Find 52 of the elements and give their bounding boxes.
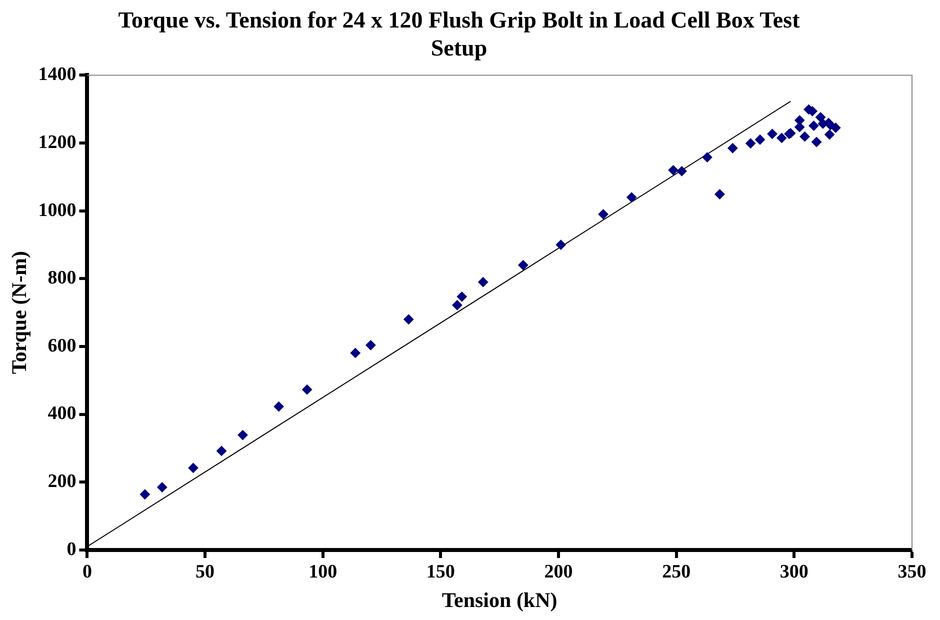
point <box>746 138 756 148</box>
point <box>188 462 198 473</box>
x-axis-title: Tension (kN) <box>442 588 558 612</box>
point <box>816 112 826 122</box>
point <box>404 314 414 324</box>
x-tick-label: 100 <box>308 561 338 582</box>
y-tick-label: 200 <box>48 471 76 492</box>
y-tick-label: 600 <box>48 335 76 356</box>
y-axis-title: Torque (N-m) <box>7 251 32 374</box>
point <box>767 128 778 139</box>
point <box>668 165 678 176</box>
point <box>366 340 376 350</box>
x-tick-label: 250 <box>662 561 691 582</box>
point <box>140 489 150 500</box>
point <box>274 402 284 412</box>
y-tick-label: 1200 <box>38 132 76 153</box>
point <box>714 189 725 200</box>
point <box>824 130 835 140</box>
x-tick-label: 0 <box>82 561 92 582</box>
x-tick-label: 350 <box>898 561 926 582</box>
point <box>157 482 168 492</box>
point <box>702 152 712 162</box>
point <box>302 384 312 395</box>
point <box>800 132 810 142</box>
point <box>728 143 738 154</box>
point <box>626 192 637 202</box>
point <box>478 277 488 288</box>
point <box>598 209 608 220</box>
chart-title: Torque vs. Tension for 24 x 120 Flush Grip Bolt in Load Cell Box Test Setup <box>118 8 800 60</box>
point <box>812 137 822 148</box>
point <box>676 166 687 176</box>
point <box>238 430 248 440</box>
y-tick-label: 1000 <box>38 200 76 221</box>
point <box>556 240 566 250</box>
point <box>794 122 805 132</box>
point <box>350 348 360 358</box>
point <box>808 120 819 131</box>
y-tick-label: 0 <box>66 538 76 560</box>
y-tick-label: 800 <box>48 268 76 289</box>
point <box>755 134 765 145</box>
x-tick-label: 50 <box>196 561 215 582</box>
y-tick-label: 400 <box>48 403 76 424</box>
point <box>452 300 462 310</box>
point <box>216 446 227 456</box>
point <box>456 292 467 302</box>
x-tick-label: 150 <box>426 561 455 582</box>
point <box>518 260 528 270</box>
y-tick-label: 1400 <box>38 64 76 86</box>
point <box>830 122 841 133</box>
x-tick-label: 200 <box>544 561 573 582</box>
x-tick-label: 300 <box>780 561 808 582</box>
point <box>776 132 787 143</box>
